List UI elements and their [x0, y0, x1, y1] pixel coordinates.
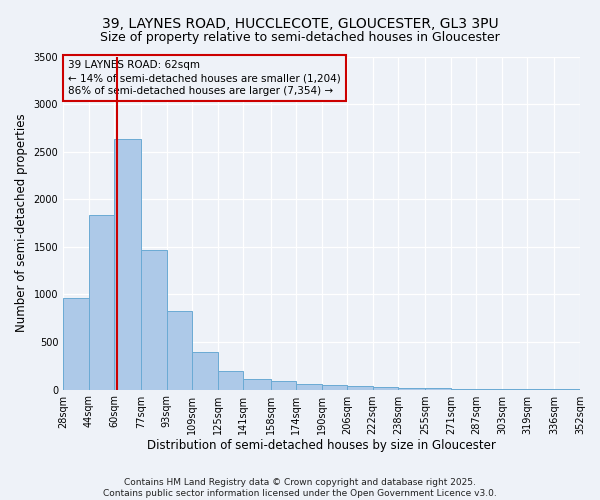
X-axis label: Distribution of semi-detached houses by size in Gloucester: Distribution of semi-detached houses by … [147, 440, 496, 452]
Bar [89, 216, 114, 390]
Text: Contains HM Land Registry data © Crown copyright and database right 2025.
Contai: Contains HM Land Registry data © Crown c… [103, 478, 497, 498]
Text: 39 LAYNES ROAD: 62sqm
← 14% of semi-detached houses are smaller (1,204)
86% of s: 39 LAYNES ROAD: 62sqm ← 14% of semi-deta… [68, 60, 341, 96]
Bar [193, 352, 218, 390]
Bar [63, 298, 89, 390]
Text: 39, LAYNES ROAD, HUCCLECOTE, GLOUCESTER, GL3 3PU: 39, LAYNES ROAD, HUCCLECOTE, GLOUCESTER,… [101, 18, 499, 32]
Bar [114, 140, 142, 390]
Bar [244, 379, 271, 390]
Bar [296, 384, 322, 390]
Bar [271, 381, 296, 390]
Bar [142, 250, 167, 390]
Bar [451, 388, 476, 390]
Bar [373, 386, 398, 390]
Bar [218, 370, 244, 390]
Y-axis label: Number of semi-detached properties: Number of semi-detached properties [15, 114, 28, 332]
Bar [347, 386, 373, 390]
Bar [322, 385, 347, 390]
Bar [167, 310, 193, 390]
Text: Size of property relative to semi-detached houses in Gloucester: Size of property relative to semi-detach… [100, 31, 500, 44]
Bar [476, 389, 502, 390]
Bar [425, 388, 451, 390]
Bar [398, 388, 425, 390]
